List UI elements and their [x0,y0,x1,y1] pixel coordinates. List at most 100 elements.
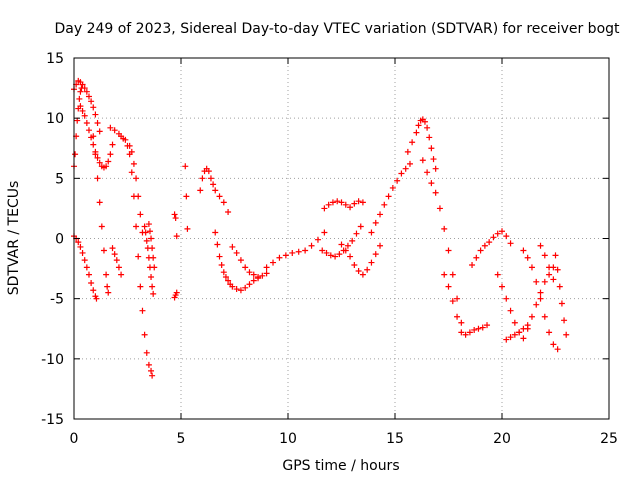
data-point [148,274,155,281]
data-point [490,234,497,241]
series-fall-to-minus11 [90,133,112,296]
data-point [503,233,510,240]
data-point [182,163,189,170]
series-arc-8-to-0 [118,133,146,236]
data-point [359,271,366,278]
series-isolated-5.2 [182,163,191,232]
data-point [233,286,240,293]
data-point [541,313,548,320]
data-point [353,230,360,237]
data-point [537,289,544,296]
data-point [494,271,501,278]
data-point [276,254,283,261]
data-point [77,243,84,250]
data-point [109,245,116,252]
data-point [554,346,561,353]
data-point [428,145,435,152]
data-point [424,124,431,131]
y-tick-label: -15 [41,412,64,428]
data-point [229,283,236,290]
data-point [72,151,79,158]
y-tick-label: 0 [55,232,64,248]
data-point [90,287,97,294]
series-minus3-minus9 [494,264,557,342]
data-point [145,361,152,368]
data-point [368,259,375,266]
data-point [105,289,112,296]
data-point [351,200,358,207]
data-point [90,133,97,140]
data-point [212,187,219,194]
data-point [372,251,379,258]
series-short-minus1-to-minus3 [109,245,125,278]
data-point [445,247,452,254]
data-point [550,341,557,348]
data-point [143,349,150,356]
series-lower-tail [503,322,531,343]
data-point [314,236,321,243]
series-plateau-11.5-13 [319,223,364,260]
data-point [282,252,289,259]
data-point [436,205,443,212]
data-point [481,242,488,249]
data-point [259,272,266,279]
data-point [552,252,559,259]
data-point [402,165,409,172]
data-point [359,199,366,206]
x-tick-label: 10 [279,431,297,447]
data-point [139,307,146,314]
data-point [524,254,531,261]
data-point [184,225,191,232]
data-point [295,248,302,255]
data-point [128,169,135,176]
data-point [507,240,514,247]
data-point [246,281,253,288]
data-point [171,211,178,218]
data-point [351,261,358,268]
data-point [216,253,223,260]
data-point [454,313,461,320]
data-point [150,290,157,297]
data-point [77,88,84,95]
tick-labels: 0 5 10 15 20 25 -15 -10 -5 0 5 10 15 [41,51,618,447]
data-point [308,242,315,249]
data-point [302,247,309,254]
data-point [96,199,103,206]
data-point [104,283,111,290]
data-point [528,313,535,320]
series-right-cluster-b [552,252,570,338]
data-point [242,284,249,291]
data-point [81,112,88,119]
data-point [458,329,465,336]
data-point [355,198,362,205]
data-point [85,271,92,278]
data-point [79,81,86,88]
data-point [90,141,97,148]
data-point [372,219,379,226]
data-point [214,241,221,248]
data-point [263,264,270,271]
data-point [210,181,217,188]
data-point [85,93,92,100]
data-point [541,252,548,259]
data-point [381,201,388,208]
data-point [357,223,364,230]
data-point [242,264,249,271]
data-point [122,136,129,143]
data-point [118,271,125,278]
data-point [78,85,85,92]
data-point [250,277,257,284]
data-point [237,257,244,264]
series-minus2-to-minus8 [441,271,491,338]
series-loop-10-6 [77,103,116,171]
data-point [546,264,553,271]
data-point [149,283,156,290]
y-tick-label: 10 [46,111,64,127]
data-point [130,160,137,167]
series-rise-from-6 [71,85,85,170]
data-point [233,249,240,256]
series-right-cluster-c [537,242,557,283]
data-point [473,254,480,261]
data-point [327,252,334,259]
data-point [325,201,332,208]
